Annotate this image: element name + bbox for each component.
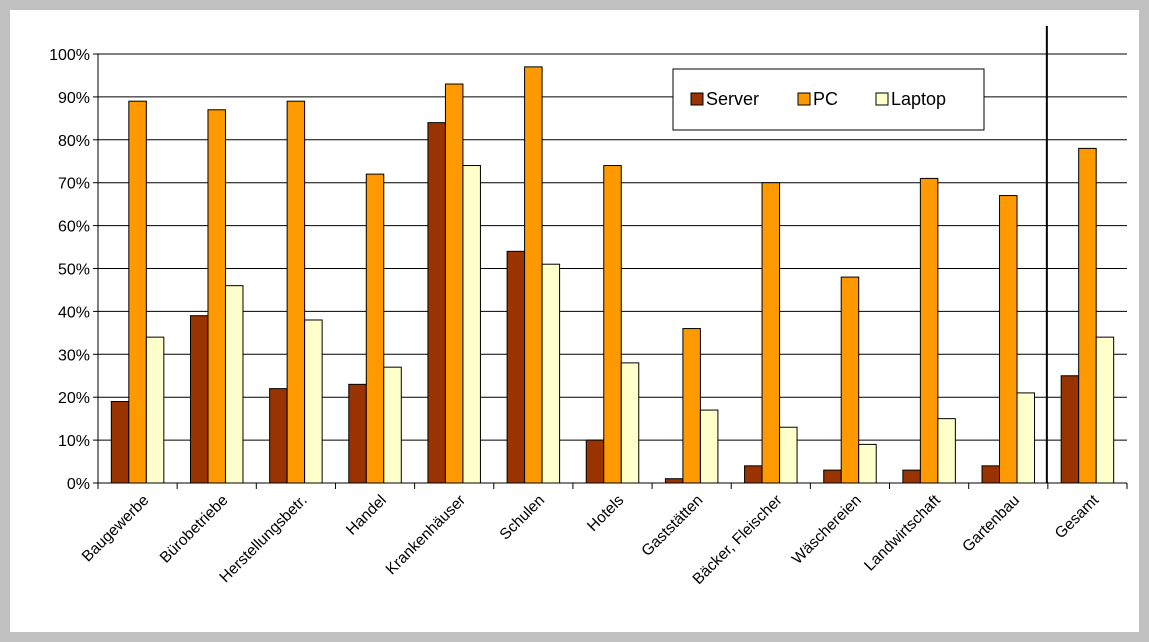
x-tick-label: Gesamt xyxy=(1052,491,1103,542)
bar xyxy=(699,409,719,484)
bar xyxy=(189,315,209,484)
bar xyxy=(664,478,684,484)
bar xyxy=(603,165,622,484)
bars xyxy=(110,66,1115,484)
y-tick-labels: 0% 10% 20% 30% 40% 50% 60% 70% 80% 90% 100% xyxy=(49,47,90,493)
bar xyxy=(858,443,877,484)
bar xyxy=(110,400,130,484)
bar xyxy=(823,469,842,484)
legend: Server PC Laptop xyxy=(672,68,985,131)
x-tick-label: Landwirtschaft xyxy=(861,491,944,574)
bar xyxy=(1078,147,1097,484)
chart-frame: 0% 10% 20% 30% 40% 50% 60% 70% 80% 90% 100% Baugew… xyxy=(10,10,1139,632)
bar xyxy=(999,195,1018,484)
bar xyxy=(1060,375,1080,484)
bar xyxy=(348,383,367,484)
bar xyxy=(207,109,226,484)
bar xyxy=(128,100,147,484)
y-tick-label: 100% xyxy=(49,47,90,64)
bar xyxy=(902,469,921,484)
y-tick-label: 70% xyxy=(58,176,90,193)
bar xyxy=(620,362,640,484)
y-tick-label: 0% xyxy=(67,476,90,493)
x-tick-label: Wäschereien xyxy=(789,492,865,568)
bar xyxy=(585,439,605,484)
bar xyxy=(304,319,323,484)
y-tick-label: 20% xyxy=(58,390,90,407)
bar xyxy=(286,100,306,484)
x-tick-label: Bürobetriebe xyxy=(157,492,232,567)
x-tick-label: Krankenhäuser xyxy=(383,492,469,578)
legend-box xyxy=(672,68,985,131)
bar xyxy=(1095,336,1115,484)
y-tick-label: 40% xyxy=(58,304,90,321)
x-tick-label: Baugewerbe xyxy=(79,492,153,566)
legend-label: Server xyxy=(706,89,759,109)
legend-label: PC xyxy=(813,89,838,109)
x-tick-label: Gaststätten xyxy=(638,492,706,560)
x-tick-label: Schulen xyxy=(497,492,549,544)
legend-swatch xyxy=(690,92,704,106)
bar xyxy=(761,182,781,484)
bar xyxy=(779,426,798,484)
bar xyxy=(744,465,763,484)
bar xyxy=(444,83,464,484)
bar xyxy=(506,250,526,484)
y-tick-label: 50% xyxy=(58,262,90,279)
y-tick-label: 90% xyxy=(58,90,90,107)
bar xyxy=(682,328,701,484)
bar xyxy=(224,285,244,484)
x-tick-label: Hotels xyxy=(584,492,627,535)
y-tick-label: 80% xyxy=(58,133,90,150)
bar xyxy=(427,122,446,484)
y-tick-label: 10% xyxy=(58,433,90,450)
bar xyxy=(269,388,288,484)
bar xyxy=(919,177,939,484)
bar xyxy=(383,366,402,484)
legend-swatch xyxy=(797,92,811,106)
y-tick-label: 30% xyxy=(58,347,90,364)
x-tick-label: Handel xyxy=(343,492,390,539)
bar xyxy=(541,263,561,484)
x-tick-label: Herstellungsbetr. xyxy=(216,492,310,586)
y-tick-label: 60% xyxy=(58,219,90,236)
axes xyxy=(93,26,1128,489)
bar xyxy=(981,465,1001,484)
x-tick-label: Gartenbau xyxy=(959,492,1023,556)
legend-label: Laptop xyxy=(891,89,946,109)
bar xyxy=(840,276,860,484)
bar xyxy=(1016,392,1036,484)
bar xyxy=(462,165,481,484)
bar xyxy=(365,173,385,484)
legend-swatch xyxy=(875,92,889,106)
bar xyxy=(937,418,956,484)
bar xyxy=(524,66,543,484)
bar xyxy=(145,336,165,484)
bar-chart: 0% 10% 20% 30% 40% 50% 60% 70% 80% 90% 100% Baugew… xyxy=(49,26,1128,588)
